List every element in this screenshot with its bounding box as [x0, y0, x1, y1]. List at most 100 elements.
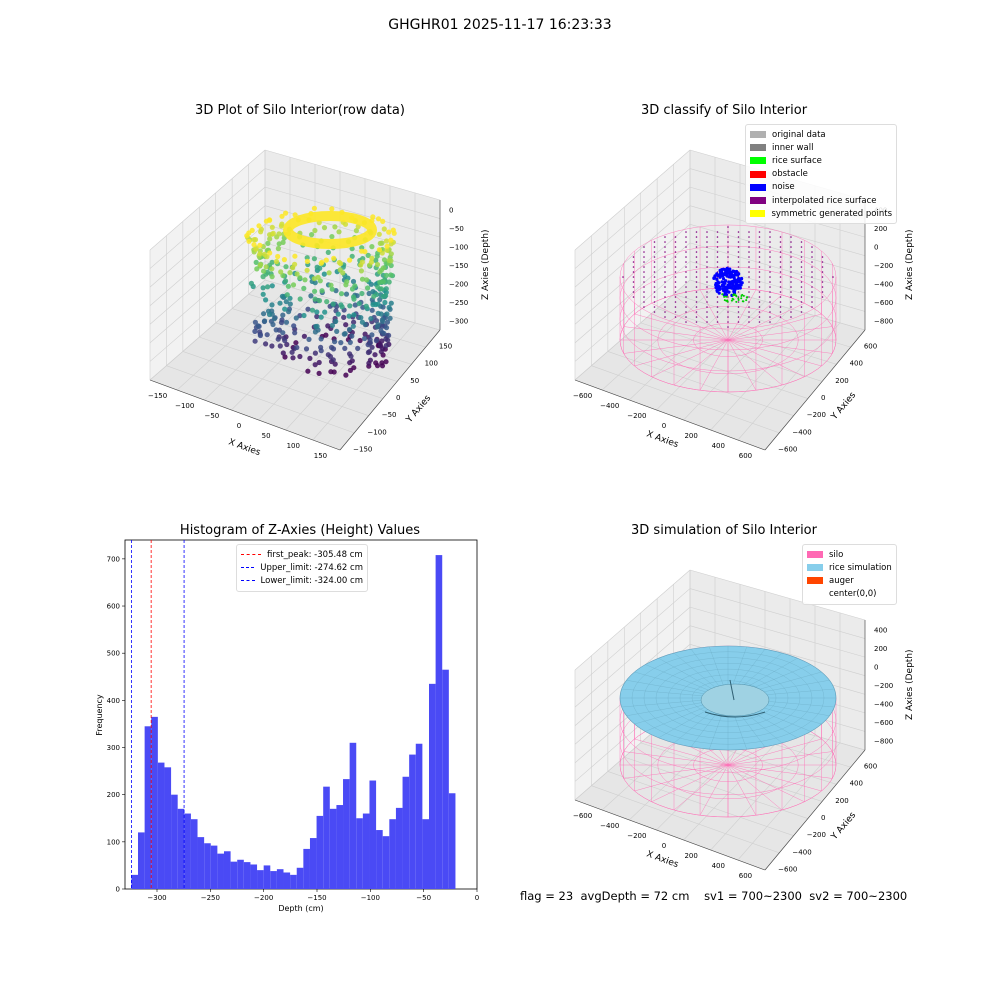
- grid-line: [624, 756, 808, 819]
- data-point: [305, 368, 311, 374]
- data-point: [368, 316, 374, 322]
- silo-floor-spoke: [623, 339, 729, 354]
- surface-point: [664, 276, 666, 278]
- histogram-bar: [164, 767, 172, 889]
- data-point: [280, 312, 286, 318]
- surface-point: [769, 246, 771, 248]
- surface-point: [779, 291, 782, 293]
- surface-point: [811, 276, 813, 278]
- surface-point: [790, 241, 792, 243]
- data-point: [346, 313, 352, 319]
- plot3-xlabel: Depth (cm): [278, 904, 323, 913]
- data-point: [335, 311, 341, 317]
- data-point: [377, 269, 383, 275]
- surface-point: [695, 291, 698, 293]
- silo-floor-spoke: [634, 313, 729, 341]
- plot2-xlabel: X Axies: [645, 429, 680, 450]
- surface-point: [653, 301, 656, 303]
- data-point: [312, 296, 318, 302]
- data-point: [380, 279, 386, 285]
- data-point: [279, 221, 285, 227]
- grid-line: [607, 351, 794, 416]
- data-point: [342, 345, 348, 351]
- data-point: [290, 265, 296, 271]
- surface-point: [737, 241, 740, 243]
- surface-point: [716, 296, 719, 298]
- silo-floor-spoke: [651, 339, 729, 377]
- surface-point: [821, 266, 824, 268]
- data-point: [294, 271, 300, 277]
- noise-point: [720, 280, 724, 284]
- plot2-title: 3D classify of Silo Interior: [640, 103, 808, 118]
- surface-point: [674, 271, 677, 273]
- surface-point: [685, 271, 687, 273]
- grid-line: [574, 186, 691, 288]
- surface-point: [632, 286, 635, 288]
- y-tick-label: −400: [792, 428, 811, 436]
- surface-point: [674, 266, 677, 268]
- data-point: [266, 217, 273, 223]
- histogram-bar: [157, 762, 165, 889]
- data-point: [332, 224, 338, 230]
- figure-title: GHGHR01 2025-11-17 16:23:33: [388, 17, 612, 33]
- silo-floor-spoke: [727, 339, 757, 391]
- x-tick-label: 200: [684, 432, 697, 440]
- data-point: [269, 274, 275, 280]
- surface-point: [748, 276, 750, 278]
- footer-status: flag = 23 avgDepth = 72 cm sv1 = 700~230…: [520, 889, 907, 903]
- surface-point: [748, 251, 750, 253]
- data-point: [314, 313, 320, 320]
- data-point: [279, 213, 285, 219]
- data-point: [338, 340, 344, 346]
- z-tick-label: −150: [449, 262, 468, 270]
- rice-surface-point: [740, 297, 743, 300]
- data-point: [294, 344, 300, 351]
- data-point: [374, 363, 381, 369]
- data-point: [292, 330, 298, 336]
- surface-point: [748, 291, 750, 293]
- silo-floor-spoke: [623, 764, 729, 779]
- x-tick-label: −200: [254, 894, 273, 902]
- legend-item: original data: [750, 128, 892, 141]
- surface-point: [758, 271, 761, 273]
- surface-point: [800, 276, 803, 278]
- plot1-ylabel: Y Axies: [404, 393, 433, 425]
- top-surface-band: [283, 211, 377, 249]
- data-point: [378, 328, 384, 334]
- grid-line: [737, 322, 841, 441]
- noise-point: [724, 279, 728, 283]
- data-point: [369, 307, 375, 313]
- rice-surface-point: [740, 295, 743, 297]
- surface-point: [632, 256, 635, 258]
- surface-point: [779, 286, 782, 288]
- surface-point: [748, 271, 750, 273]
- surface-point: [769, 281, 771, 283]
- surface-point: [727, 251, 729, 253]
- silo-floor-spoke: [634, 339, 729, 367]
- rice-surface-point: [737, 299, 740, 301]
- data-point: [257, 251, 263, 257]
- y-tick-label: 500: [107, 650, 120, 658]
- data-point: [383, 272, 389, 278]
- data-point: [267, 250, 273, 256]
- plot1-title: 3D Plot of Silo Interior(row data): [195, 103, 405, 118]
- surface-point: [769, 231, 771, 233]
- axes-pane: [575, 280, 865, 450]
- data-point: [270, 230, 276, 236]
- surface-point: [737, 251, 740, 253]
- data-point: [304, 267, 310, 273]
- surface-point: [695, 276, 698, 278]
- histogram-bar: [349, 742, 357, 889]
- surface-point: [727, 306, 729, 308]
- data-point: [285, 283, 291, 289]
- x-tick-label: 600: [739, 452, 752, 460]
- y-tick-label: −400: [792, 848, 811, 856]
- data-point: [286, 309, 292, 315]
- surface-point: [685, 241, 687, 243]
- surface-point: [737, 316, 740, 318]
- y-tick-label: 100: [425, 360, 438, 368]
- data-point: [261, 268, 267, 274]
- surface-point: [790, 301, 792, 303]
- noise-point: [727, 283, 731, 287]
- surface-point: [716, 256, 719, 258]
